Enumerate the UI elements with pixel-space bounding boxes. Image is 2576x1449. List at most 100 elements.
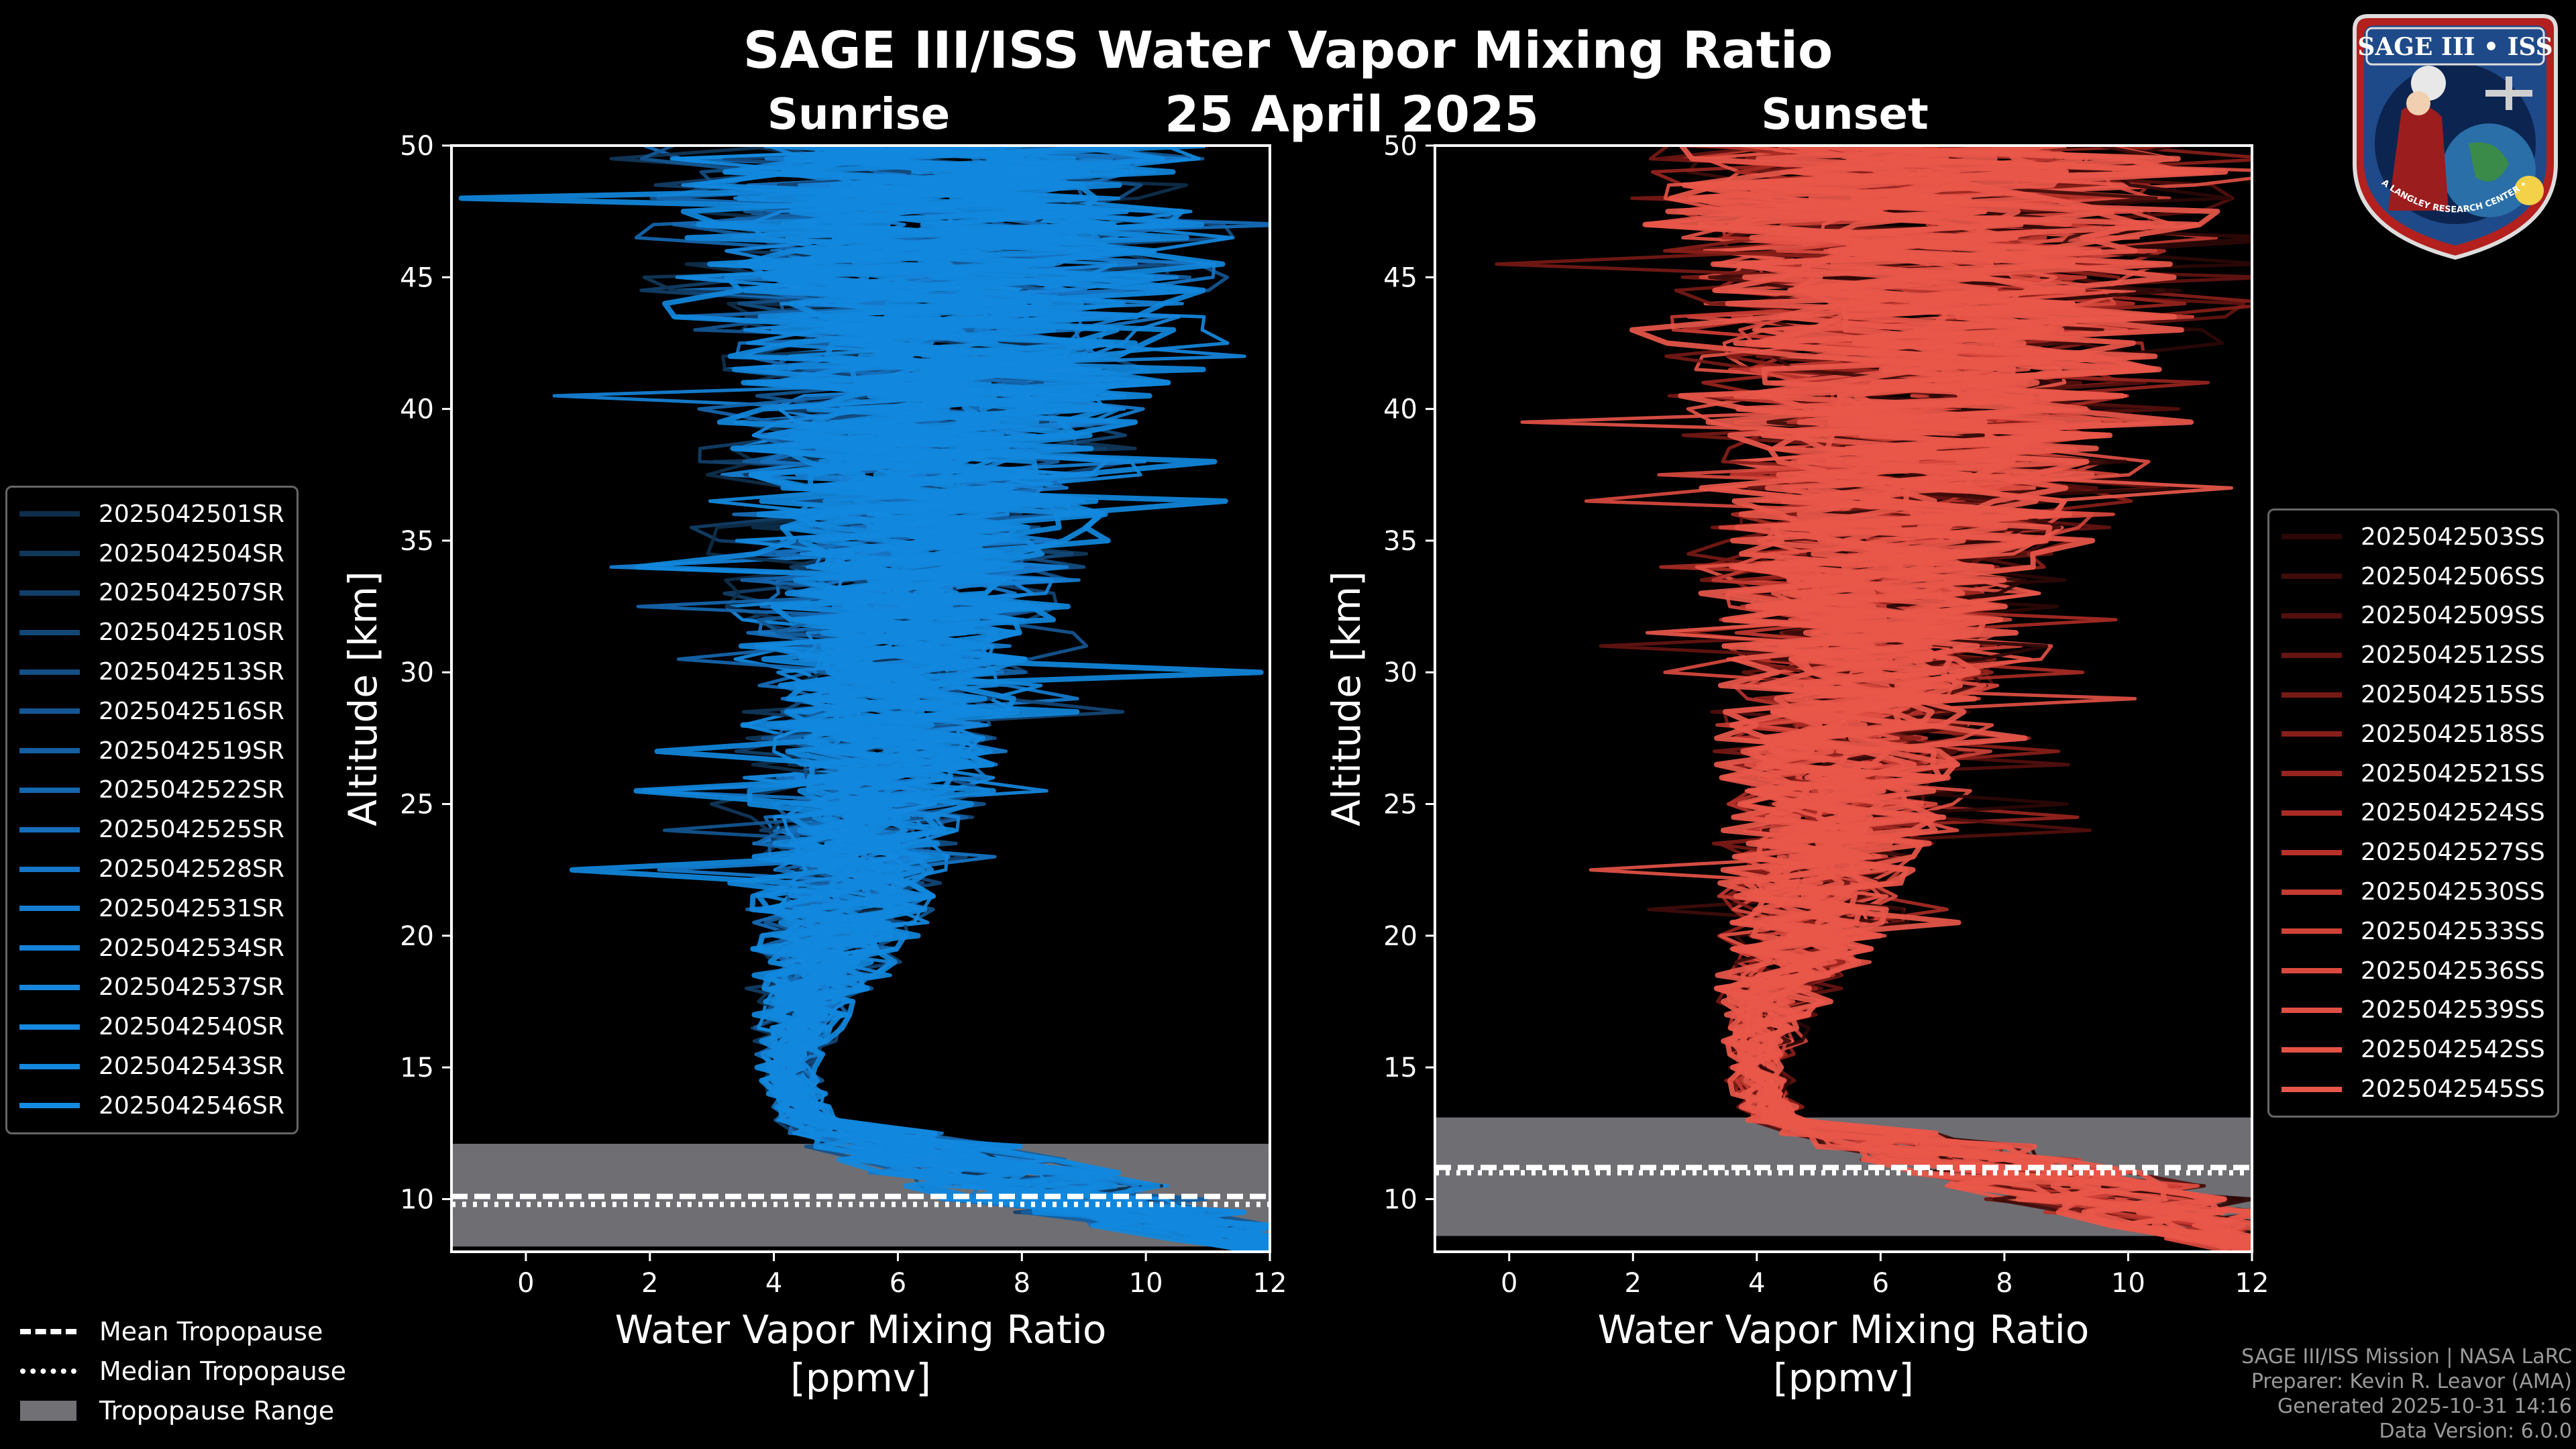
sunrise-legend-entry: 2025042519SR xyxy=(19,731,284,771)
sunrise-legend-swatch xyxy=(19,629,80,635)
sunset-x-tick-label: 10 xyxy=(2111,1268,2145,1299)
sunrise-legend-entry: 2025042525SR xyxy=(19,810,284,849)
sunset-legend-label: 2025042536SS xyxy=(2361,957,2545,985)
mission-note: SAGE III/ISS Mission | NASA LaRC Prepare… xyxy=(2241,1344,2572,1444)
sunrise-legend-label: 2025042510SR xyxy=(99,619,284,647)
sunrise-legend-swatch xyxy=(19,590,80,596)
sunrise-legend-swatch xyxy=(19,1063,80,1069)
sunrise-x-tick-label: 6 xyxy=(890,1268,906,1299)
sunrise-legend-label: 2025042543SR xyxy=(99,1053,284,1081)
sunrise-legend-swatch xyxy=(19,748,80,754)
sunset-legend-label: 2025042503SS xyxy=(2361,523,2545,551)
sunset-y-tick-label: 15 xyxy=(1383,1053,1417,1083)
sunset-legend-entry: 2025042521SS xyxy=(2282,754,2545,794)
sunrise-legend-label: 2025042522SR xyxy=(99,776,284,804)
sunrise-profile-line xyxy=(680,146,1270,1252)
sunset-x-axis-unit: [ppmv] xyxy=(1773,1355,1914,1401)
sunrise-legend-swatch xyxy=(19,551,80,557)
sunset-x-axis-label: Water Vapor Mixing Ratio xyxy=(1598,1307,2090,1352)
sunrise-legend-entry: 2025042537SR xyxy=(19,968,284,1008)
sunset-legend-label: 2025042527SS xyxy=(2361,839,2545,867)
sunset-legend-swatch xyxy=(2282,534,2342,540)
sunset-legend-entry: 2025042542SS xyxy=(2282,1030,2545,1069)
sunset-legend-swatch xyxy=(2282,692,2342,698)
sunrise-legend-label: 2025042504SR xyxy=(99,539,284,568)
sunrise-x-axis-label: Water Vapor Mixing Ratio xyxy=(615,1307,1107,1352)
sunset-legend-label: 2025042521SS xyxy=(2361,759,2545,788)
sunrise-legend-swatch xyxy=(19,826,80,833)
sunset-y-tick-label: 20 xyxy=(1383,921,1417,952)
sunset-legend-swatch xyxy=(2282,731,2342,737)
sunset-legend-entry: 2025042515SS xyxy=(2282,675,2545,714)
sunset-legend-swatch xyxy=(2282,1086,2342,1092)
sunset-legend-swatch xyxy=(2282,1046,2342,1053)
sunrise-legend-label: 2025042540SR xyxy=(99,1013,284,1041)
sunrise-x-tick-label: 10 xyxy=(1129,1268,1163,1299)
sunset-legend-entry: 2025042530SS xyxy=(2282,872,2545,912)
sunset-y-tick-label: 10 xyxy=(1383,1184,1417,1215)
logo-title: SAGE III • ISS xyxy=(2357,33,2553,61)
sunrise-legend-label: 2025042501SR xyxy=(99,500,284,528)
median-tropopause-label: Median Tropopause xyxy=(99,1356,346,1386)
sunset-legend-entry: 2025042518SS xyxy=(2282,714,2545,754)
sunset-legend-swatch xyxy=(2282,652,2342,658)
sunset-legend-swatch xyxy=(2282,968,2342,974)
sunrise-legend-entry: 2025042522SR xyxy=(19,771,284,810)
sunset-legend-entry: 2025042539SS xyxy=(2282,991,2545,1030)
mission-note-line1: SAGE III/ISS Mission | NASA LaRC xyxy=(2241,1345,2572,1368)
sunset-plot: 0 2 4 6 8 10 12 10 15 20 25 30 35 40 45 50 Water Vapor M… xyxy=(1324,131,2269,1401)
sunrise-legend-entry: 2025042531SR xyxy=(19,889,284,928)
sunrise-profile-line xyxy=(770,146,1270,1245)
sunrise-y-tick-label: 20 xyxy=(400,921,434,952)
sunset-legend-entry: 2025042527SS xyxy=(2282,833,2545,872)
sunrise-plot: 0 2 4 6 8 10 12 10 15 20 25 30 35 40 45 50 Water Vapor M… xyxy=(340,131,1287,1401)
sunset-legend-label: 2025042542SS xyxy=(2361,1036,2545,1064)
sunrise-x-tick-label: 0 xyxy=(517,1268,534,1299)
sunset-legend-swatch xyxy=(2282,928,2342,934)
tropopause-range-entry: Tropopause Range xyxy=(20,1391,346,1430)
sunset-y-tick-label: 45 xyxy=(1383,262,1417,293)
sunset-legend-label: 2025042545SS xyxy=(2361,1075,2545,1104)
sunrise-y-tick-label: 10 xyxy=(400,1184,434,1215)
sunrise-profile-line xyxy=(722,146,1270,1252)
sunset-x-tick-label: 6 xyxy=(1872,1268,1889,1299)
sunrise-y-tick-label: 40 xyxy=(400,394,434,425)
sunset-legend-entry: 2025042503SS xyxy=(2282,517,2545,557)
sunrise-y-tick-label: 35 xyxy=(400,526,434,557)
sunset-x-tick-label: 8 xyxy=(1996,1268,2012,1299)
sunrise-legend-label: 2025042519SR xyxy=(99,737,284,765)
sunset-legend-entry: 2025042545SS xyxy=(2282,1069,2545,1109)
sunset-legend-label: 2025042506SS xyxy=(2361,562,2545,590)
sunrise-legend-label: 2025042513SR xyxy=(99,658,284,686)
sunrise-y-tick-label: 45 xyxy=(400,262,434,293)
mean-tropopause-label: Mean Tropopause xyxy=(99,1316,323,1346)
mission-note-line3: Generated 2025-10-31 14:16 xyxy=(2277,1395,2572,1418)
sunrise-legend-label: 2025042525SR xyxy=(99,816,284,844)
sunset-legend-entry: 2025042509SS xyxy=(2282,596,2545,636)
sunrise-x-tick-label: 4 xyxy=(765,1268,782,1299)
sunset-y-tick-label: 40 xyxy=(1383,394,1417,425)
mean-tropopause-swatch xyxy=(20,1328,76,1334)
sunrise-legend-swatch xyxy=(19,984,80,990)
sunset-legend-label: 2025042533SS xyxy=(2361,917,2545,945)
sunrise-plot-frame xyxy=(450,144,1271,1253)
sunset-profile-line xyxy=(1670,146,2245,1252)
sunrise-panel-title: Sunrise xyxy=(767,90,951,140)
sunrise-legend-entry: 2025042516SR xyxy=(19,692,284,731)
mean-tropopause-entry: Mean Tropopause xyxy=(20,1311,346,1351)
sunrise-profile-line xyxy=(769,146,1270,1239)
sunset-x-tick-label: 4 xyxy=(1748,1268,1765,1299)
sunset-legend-swatch xyxy=(2282,849,2342,855)
sunset-legend-entry: 2025042506SS xyxy=(2282,557,2545,596)
sunset-y-tick-label: 30 xyxy=(1383,657,1417,688)
sunset-legend-label: 2025042515SS xyxy=(2361,681,2545,709)
sunset-legend-swatch xyxy=(2282,810,2342,816)
sunrise-legend-entry: 2025042543SR xyxy=(19,1046,284,1086)
sunrise-legend-swatch xyxy=(19,1024,80,1030)
tropopause-range-swatch xyxy=(20,1400,76,1421)
sunrise-legend-entry: 2025042507SR xyxy=(19,574,284,613)
sunset-plot-frame xyxy=(1434,144,2253,1253)
sunset-profile-line xyxy=(1728,146,2252,1248)
sunset-x-tick-label: 0 xyxy=(1501,1268,1517,1299)
figure-title: SAGE III/ISS Water Vapor Mixing Ratio xyxy=(743,20,1833,80)
